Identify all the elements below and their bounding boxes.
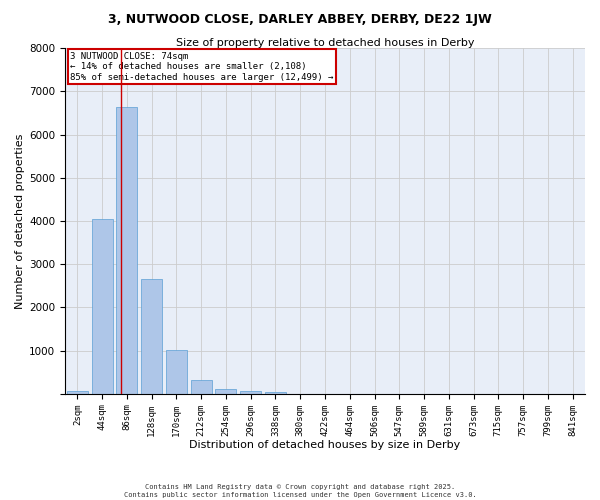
Text: Contains HM Land Registry data © Crown copyright and database right 2025.
Contai: Contains HM Land Registry data © Crown c… — [124, 484, 476, 498]
Bar — [92, 219, 113, 394]
X-axis label: Distribution of detached houses by size in Derby: Distribution of detached houses by size … — [190, 440, 461, 450]
Bar — [191, 380, 212, 394]
Bar — [166, 350, 187, 394]
Bar — [141, 280, 162, 394]
Bar — [116, 106, 137, 394]
Bar — [240, 390, 261, 394]
Title: Size of property relative to detached houses in Derby: Size of property relative to detached ho… — [176, 38, 474, 48]
Bar — [265, 392, 286, 394]
Bar — [215, 388, 236, 394]
Y-axis label: Number of detached properties: Number of detached properties — [15, 134, 25, 309]
Text: 3 NUTWOOD CLOSE: 74sqm
← 14% of detached houses are smaller (2,108)
85% of semi-: 3 NUTWOOD CLOSE: 74sqm ← 14% of detached… — [70, 52, 334, 82]
Bar — [67, 392, 88, 394]
Text: 3, NUTWOOD CLOSE, DARLEY ABBEY, DERBY, DE22 1JW: 3, NUTWOOD CLOSE, DARLEY ABBEY, DERBY, D… — [108, 12, 492, 26]
